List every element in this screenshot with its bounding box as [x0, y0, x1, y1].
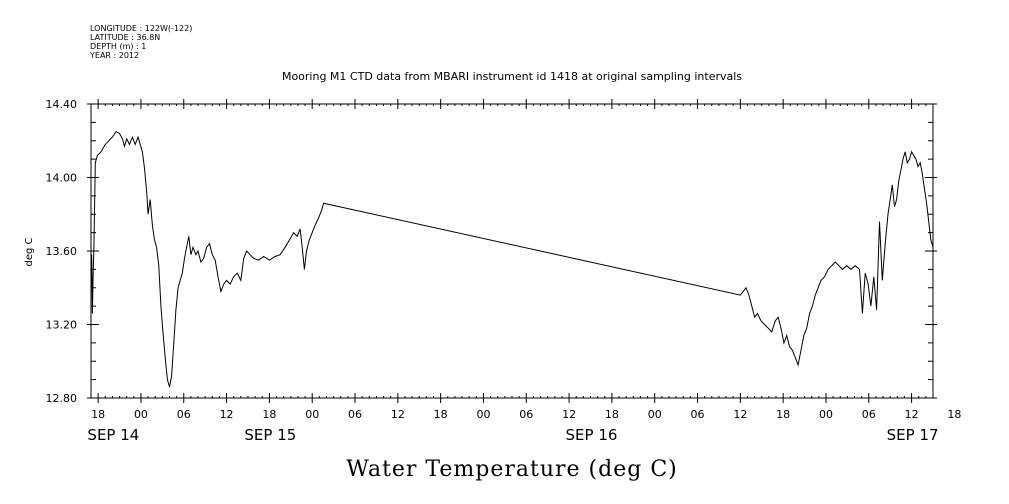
latitude-label: LATITUDE : 36.8N — [90, 33, 160, 42]
x-day-label: SEP 17 — [887, 426, 939, 444]
x-tick-label: 18 — [434, 408, 448, 421]
x-day-label: SEP 15 — [244, 426, 296, 444]
x-tick-label: 12 — [733, 408, 747, 421]
plot-frame — [90, 103, 934, 399]
x-tick-label: 00 — [134, 408, 148, 421]
y-tick-label: 14.00 — [46, 172, 78, 185]
x-tick-label: 12 — [391, 408, 405, 421]
x-tick-label: 06 — [862, 408, 876, 421]
longitude-label: LONGITUDE : 122W(-122) — [90, 24, 192, 33]
x-tick-label: 18 — [776, 408, 790, 421]
x-axis-title: Water Temperature (deg C) — [346, 457, 678, 482]
depth-label: DEPTH (m) : 1 — [90, 42, 146, 51]
x-tick-label: 12 — [562, 408, 576, 421]
x-tick-label: 18 — [91, 408, 105, 421]
x-tick-label: 00 — [819, 408, 833, 421]
x-tick-label: 06 — [691, 408, 705, 421]
chart-title: Mooring M1 CTD data from MBARI instrumen… — [282, 70, 742, 83]
y-tick-label: 12.80 — [46, 392, 78, 405]
x-axis-ticks: 18 00 06 12 18 00 06 12 18 00 06 12 18 00 06 12 18 00 06 12… — [87, 99, 961, 444]
x-tick-label: 00 — [305, 408, 319, 421]
x-tick-label: 12 — [220, 408, 234, 421]
x-day-label: SEP 16 — [566, 426, 618, 444]
y-tick-label: 13.20 — [46, 319, 78, 332]
series-line-water-temperature — [91, 130, 934, 388]
x-day-label: SEP 14 — [87, 426, 139, 444]
x-tick-label: 06 — [519, 408, 533, 421]
x-tick-label: 18 — [605, 408, 619, 421]
x-tick-label: 00 — [648, 408, 662, 421]
y-tick-label: 13.60 — [46, 245, 78, 258]
x-tick-label: 06 — [177, 408, 191, 421]
y-axis-ticks: 12.80 13.20 13.60 14.00 14.40 — [46, 98, 937, 405]
y-tick-label: 14.40 — [46, 98, 78, 111]
x-tick-label: 18 — [262, 408, 276, 421]
x-tick-label: 00 — [476, 408, 490, 421]
y-axis-label: deg C — [24, 237, 35, 266]
x-tick-label: 12 — [905, 408, 919, 421]
x-tick-label: 06 — [348, 408, 362, 421]
x-tick-label: 18 — [947, 408, 961, 421]
year-label: YEAR : 2012 — [89, 51, 139, 60]
